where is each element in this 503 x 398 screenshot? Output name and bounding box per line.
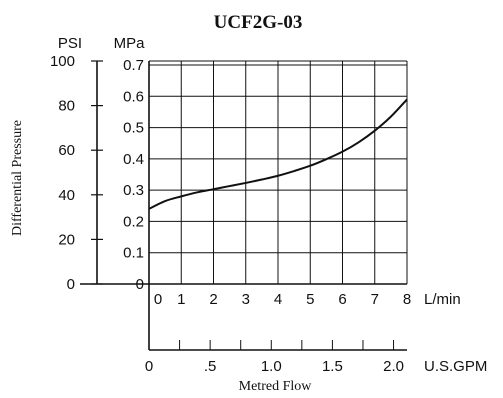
lmin-tick-label: 6	[338, 291, 346, 308]
lmin-tick-label: 0	[154, 291, 162, 308]
gpm-tick-label: 0	[145, 358, 153, 375]
lmin-tick-label: 2	[209, 291, 217, 308]
lmin-tick-label: 3	[242, 291, 250, 308]
gpm-tick-label: 2.0	[383, 358, 404, 375]
psi-tick-label: 80	[58, 98, 75, 115]
lmin-tick-label: 5	[306, 291, 314, 308]
lmin-tick-label: 1	[177, 291, 185, 308]
pressure-flow-curve	[148, 98, 408, 210]
mpa-tick-label: 0.7	[123, 57, 144, 74]
mpa-tick-label: 0	[136, 276, 144, 293]
lmin-tick-label: 7	[371, 291, 379, 308]
gpm-tick-label: 1.5	[322, 358, 343, 375]
mpa-tick-label: 0.1	[123, 245, 144, 262]
lmin-unit-label: L/min	[424, 291, 461, 308]
mpa-tick-label: 0.3	[123, 182, 144, 199]
gpm-tick-label: .5	[204, 358, 217, 375]
lmin-tick-label: 8	[403, 291, 411, 308]
psi-unit-label: PSI	[58, 35, 82, 52]
gpm-tick-label: 1.0	[261, 358, 282, 375]
mpa-tick-label: 0.2	[123, 213, 144, 230]
mpa-tick-label: 0.4	[123, 151, 144, 168]
x-axis-title: Metred Flow	[239, 379, 313, 394]
mpa-tick-label: 0.5	[123, 120, 144, 137]
psi-tick-label: 0	[67, 276, 75, 293]
psi-tick-label: 20	[58, 231, 75, 248]
gpm-unit-label: U.S.GPM	[424, 358, 487, 375]
mpa-unit-label: MPa	[114, 35, 146, 52]
chart-title: UCF2G-03	[214, 12, 303, 33]
psi-tick-label: 100	[50, 53, 75, 70]
psi-tick-label: 40	[58, 187, 75, 204]
psi-tick-label: 60	[58, 142, 75, 159]
mpa-tick-label: 0.6	[123, 88, 144, 105]
lmin-tick-label: 4	[274, 291, 282, 308]
y-axis-title: Differential Pressure	[10, 120, 25, 236]
